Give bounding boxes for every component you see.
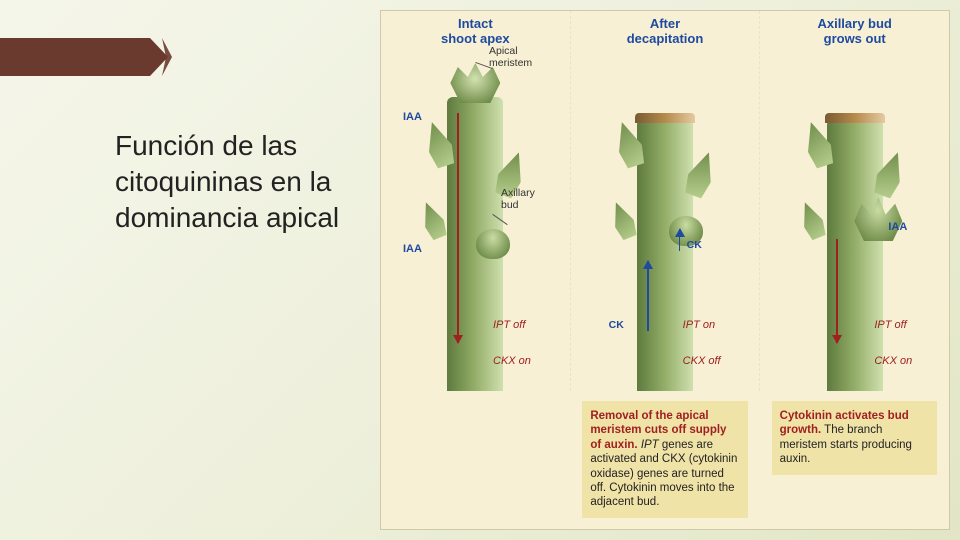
apical-meristem-shape — [450, 63, 500, 103]
figure-annotation: CKX on — [874, 355, 912, 367]
cut-surface — [825, 113, 885, 123]
leaf-shape — [796, 199, 829, 242]
plant-stem — [637, 119, 693, 391]
caption-text: Cytokinin activates bud growth. The bran… — [772, 401, 937, 475]
flow-arrow — [647, 261, 649, 331]
caption-cell — [381, 391, 570, 529]
axillary-bud-label: Axillarybud — [501, 187, 535, 211]
leaf-shape — [417, 199, 450, 242]
figure-annotation: CK — [687, 239, 702, 251]
flow-arrow — [457, 113, 459, 343]
panel-intact: Intactshoot apex IAA IAA IPT off CKX on Apica… — [381, 11, 570, 391]
figure-annotation: CK — [609, 319, 624, 331]
caption-cell: Cytokinin activates bud growth. The bran… — [760, 391, 949, 529]
figure-annotation: CKX off — [683, 355, 721, 367]
figure-annotation: IAA — [403, 111, 422, 123]
axillary-bud-shape — [476, 229, 510, 259]
panel-grows: Axillary budgrows out IAA IPT off CKX on — [759, 11, 949, 391]
cut-surface — [635, 113, 695, 123]
caption-text: Removal of the apical meristem cuts off … — [582, 401, 747, 518]
slide-title: Función de las citoquininas en la domina… — [115, 128, 375, 235]
figure-annotation: IPT off — [874, 319, 906, 331]
panel-decap: Afterdecapitation CK CK IPT on CKX off — [570, 11, 760, 391]
apical-dominance-figure: Intactshoot apex IAA IAA IPT off CKX on Apica… — [380, 10, 950, 530]
figure-annotation: IPT off — [493, 319, 525, 331]
leaf-shape — [606, 199, 639, 242]
decorative-ribbon — [0, 38, 180, 76]
figure-annotation: IAA — [888, 221, 907, 233]
panel-header: Axillary budgrows out — [760, 17, 949, 47]
flow-arrow — [836, 239, 838, 343]
plant-stem — [827, 119, 883, 391]
figure-annotation: CKX on — [493, 355, 531, 367]
figure-annotation: IAA — [403, 243, 422, 255]
panel-header: Intactshoot apex — [381, 17, 570, 47]
panel-header: Afterdecapitation — [571, 17, 760, 47]
flow-arrow — [679, 229, 681, 251]
caption-cell: Removal of the apical meristem cuts off … — [570, 391, 759, 529]
figure-annotation: IPT on — [683, 319, 715, 331]
apical-meristem-label: Apicalmeristem — [489, 45, 532, 69]
